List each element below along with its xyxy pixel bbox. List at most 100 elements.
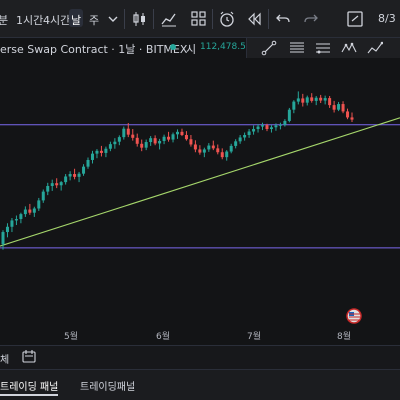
divider — [0, 369, 400, 370]
candle-body — [189, 139, 193, 145]
redo-icon[interactable] — [302, 10, 320, 28]
candle-body — [14, 219, 18, 221]
templates-icon[interactable] — [190, 10, 208, 28]
tab-trading-panel[interactable]: 트레이딩 패널 — [0, 382, 59, 393]
candle-body — [46, 185, 50, 192]
candle-body — [1, 232, 5, 245]
candle-body — [90, 153, 94, 160]
candle-body — [296, 98, 300, 102]
bottom-panel-bar — [0, 370, 400, 400]
candle-body — [104, 148, 108, 153]
event-flag-icon[interactable] — [346, 308, 362, 324]
indicators-icon[interactable] — [160, 10, 178, 28]
candle-body — [193, 144, 197, 150]
candle-body — [162, 136, 166, 141]
toolbar-divider — [212, 9, 213, 29]
tab-trading-panel-2[interactable]: 트레이딩패널 — [80, 382, 136, 393]
fib-icon[interactable] — [315, 40, 331, 56]
candle-body — [247, 131, 251, 136]
candle-body — [337, 104, 341, 110]
candle-body — [261, 125, 265, 127]
candle-body — [278, 124, 282, 126]
last-price: 112,478.5 — [200, 42, 246, 52]
candle-body — [269, 127, 273, 130]
candle-body — [5, 226, 9, 233]
active-tab-underline — [0, 394, 58, 396]
candle-body — [158, 140, 162, 144]
candle-body — [207, 145, 211, 150]
candle-body — [86, 159, 90, 167]
candle-body — [332, 105, 336, 110]
candle-body — [323, 98, 327, 101]
candle-body — [234, 141, 238, 146]
candle-body — [126, 128, 130, 135]
candle-body — [108, 144, 112, 149]
candle-body — [171, 134, 175, 140]
candle-body — [229, 145, 233, 152]
candle-body — [28, 209, 32, 213]
candle-body — [328, 98, 332, 106]
candle-body — [202, 149, 206, 153]
candle-body — [243, 135, 247, 138]
candle-body — [59, 182, 63, 186]
calendar-icon[interactable] — [22, 349, 36, 363]
bottom-toolbar — [0, 345, 400, 370]
candle-body — [144, 142, 148, 148]
candle-body — [122, 128, 126, 138]
candle-body — [32, 208, 36, 213]
timeframe-minute[interactable]: 분 — [0, 14, 9, 27]
layout-icon[interactable] — [346, 10, 364, 28]
candle-body — [176, 131, 179, 135]
trendline — [0, 117, 400, 247]
candle-body — [64, 176, 68, 183]
replay-icon[interactable] — [245, 10, 263, 28]
candle-body — [238, 137, 242, 142]
timeframe-1h[interactable]: 1시간 — [16, 14, 44, 27]
toolbar-divider — [124, 9, 125, 29]
price-chart[interactable] — [0, 38, 400, 345]
candle-body — [131, 134, 135, 138]
timeframe-active-highlight — [69, 9, 83, 27]
candle-body — [19, 214, 23, 220]
candle-body — [140, 143, 144, 148]
drawing-toolbar — [246, 38, 400, 58]
candle-body — [220, 152, 224, 158]
symbol-title[interactable]: erse Swap Contract · 1날 · BITMEX — [0, 43, 188, 56]
timeframe-week[interactable]: 주 — [89, 14, 100, 27]
projection-icon[interactable] — [367, 40, 383, 56]
candle-body — [346, 111, 350, 118]
candle-body — [153, 138, 157, 144]
chevron-down-icon[interactable] — [104, 10, 122, 28]
timeframe-4h[interactable]: 4시간 — [43, 14, 71, 27]
candle-body — [73, 174, 77, 177]
candle-body — [99, 150, 103, 153]
candle-body — [184, 135, 188, 140]
bottom-toolbar-label: 체 — [0, 355, 10, 366]
alert-icon[interactable] — [218, 10, 236, 28]
page-counter: 8/3 — [378, 12, 396, 25]
candle-body — [350, 117, 354, 120]
candle-body — [95, 150, 99, 154]
x-axis-label: 6월 — [156, 332, 171, 342]
candle-body — [305, 97, 309, 103]
candle-body — [82, 166, 86, 174]
candle-body — [41, 191, 45, 201]
pattern-icon[interactable] — [341, 40, 357, 56]
candle-body — [149, 138, 153, 143]
horizontal-lines-icon[interactable] — [289, 40, 305, 56]
timeframe-day[interactable]: 날 — [71, 14, 82, 27]
candle-body — [135, 137, 139, 144]
candle-body — [265, 125, 269, 130]
candle-body — [23, 209, 27, 215]
candle-body — [341, 104, 345, 112]
undo-icon[interactable] — [274, 10, 292, 28]
candle-body — [216, 148, 220, 153]
trendline-icon[interactable] — [261, 40, 277, 56]
price-prefix: 시 — [186, 43, 197, 56]
candle-body — [211, 145, 215, 149]
x-axis-label: 7월 — [247, 332, 262, 342]
chart-area[interactable] — [0, 38, 400, 345]
candlestick-icon[interactable] — [131, 10, 149, 28]
candle-body — [180, 131, 184, 136]
x-axis-label: 8월 — [337, 332, 352, 342]
